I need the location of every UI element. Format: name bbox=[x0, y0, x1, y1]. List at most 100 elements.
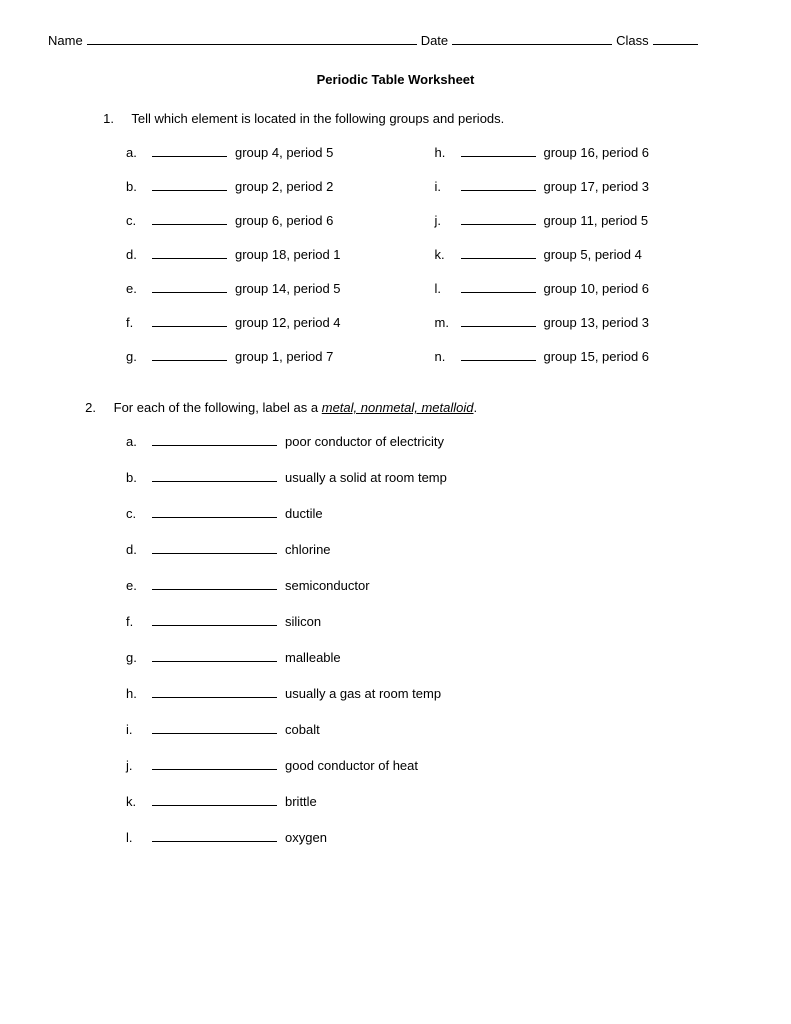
item-text: silicon bbox=[285, 614, 321, 629]
answer-blank[interactable] bbox=[461, 144, 536, 157]
item-text: group 10, period 6 bbox=[544, 281, 650, 296]
answer-blank[interactable] bbox=[152, 314, 227, 327]
q1-columns: a.group 4, period 5 b.group 2, period 2 … bbox=[48, 144, 743, 382]
answer-blank[interactable] bbox=[152, 469, 277, 482]
answer-blank[interactable] bbox=[152, 829, 277, 842]
q1-item-f: f. group 12, period 4 bbox=[126, 314, 435, 330]
q2-prompt-suffix: . bbox=[474, 400, 478, 415]
item-text: good conductor of heat bbox=[285, 758, 418, 773]
q2-item-c: c. ductile bbox=[126, 505, 743, 521]
answer-blank[interactable] bbox=[152, 721, 277, 734]
class-blank[interactable] bbox=[653, 32, 698, 45]
q1-item-d: d.group 18, period 1 bbox=[126, 246, 435, 262]
answer-blank[interactable] bbox=[152, 685, 277, 698]
answer-blank[interactable] bbox=[152, 577, 277, 590]
item-text: group 13, period 3 bbox=[544, 315, 650, 330]
q2-items: a.poor conductor of electricity b. usuall… bbox=[48, 433, 743, 845]
q1-right-col: h.group 16, period 6 i.group 17, period … bbox=[435, 144, 744, 382]
question-1: 1. Tell which element is located in the … bbox=[48, 111, 743, 382]
item-text: group 12, period 4 bbox=[235, 315, 341, 330]
item-letter: c. bbox=[126, 506, 144, 521]
item-letter: n. bbox=[435, 349, 453, 364]
q1-item-j: j.group 11, period 5 bbox=[435, 212, 744, 228]
answer-blank[interactable] bbox=[461, 246, 536, 259]
q1-item-a: a. group 4, period 5 bbox=[126, 144, 435, 160]
q2-item-l: l. oxygen bbox=[126, 829, 743, 845]
item-letter: c. bbox=[126, 213, 144, 228]
name-blank[interactable] bbox=[87, 32, 417, 45]
item-text: malleable bbox=[285, 650, 341, 665]
q2-prompt-emphasis: metal, nonmetal, metalloid bbox=[322, 400, 474, 415]
answer-blank[interactable] bbox=[152, 433, 277, 446]
answer-blank[interactable] bbox=[152, 793, 277, 806]
answer-blank[interactable] bbox=[461, 280, 536, 293]
item-letter: b. bbox=[126, 179, 144, 194]
question-2: 2. For each of the following, label as a… bbox=[48, 400, 743, 845]
q1-item-i: i.group 17, period 3 bbox=[435, 178, 744, 194]
item-text: usually a gas at room temp bbox=[285, 686, 441, 701]
item-text: group 4, period 5 bbox=[235, 145, 333, 160]
q1-item-e: e.group 14, period 5 bbox=[126, 280, 435, 296]
item-letter: g. bbox=[126, 650, 144, 665]
item-letter: i. bbox=[435, 179, 453, 194]
item-letter: f. bbox=[126, 315, 144, 330]
answer-blank[interactable] bbox=[461, 178, 536, 191]
item-letter: m. bbox=[435, 315, 453, 330]
item-letter: e. bbox=[126, 578, 144, 593]
item-letter: l. bbox=[126, 830, 144, 845]
answer-blank[interactable] bbox=[152, 649, 277, 662]
answer-blank[interactable] bbox=[152, 348, 227, 361]
q1-item-k: k. group 5, period 4 bbox=[435, 246, 744, 262]
q2-prompt-row: 2. For each of the following, label as a… bbox=[48, 400, 743, 415]
q2-item-k: k.brittle bbox=[126, 793, 743, 809]
class-label: Class bbox=[616, 33, 649, 48]
item-text: group 11, period 5 bbox=[544, 213, 649, 228]
answer-blank[interactable] bbox=[461, 212, 536, 225]
item-text: usually a solid at room temp bbox=[285, 470, 447, 485]
item-text: semiconductor bbox=[285, 578, 370, 593]
item-letter: b. bbox=[126, 470, 144, 485]
q1-item-c: c.group 6, period 6 bbox=[126, 212, 435, 228]
answer-blank[interactable] bbox=[461, 314, 536, 327]
q2-number: 2. bbox=[70, 400, 96, 415]
q2-item-f: f.silicon bbox=[126, 613, 743, 629]
item-letter: i. bbox=[126, 722, 144, 737]
answer-blank[interactable] bbox=[152, 757, 277, 770]
q2-item-e: e. semiconductor bbox=[126, 577, 743, 593]
answer-blank[interactable] bbox=[461, 348, 536, 361]
header-line: Name Date Class bbox=[48, 32, 743, 48]
item-text: group 5, period 4 bbox=[544, 247, 642, 262]
answer-blank[interactable] bbox=[152, 144, 227, 157]
q2-item-h: h. usually a gas at room temp bbox=[126, 685, 743, 701]
item-text: group 18, period 1 bbox=[235, 247, 341, 262]
q1-item-l: l.group 10, period 6 bbox=[435, 280, 744, 296]
answer-blank[interactable] bbox=[152, 246, 227, 259]
answer-blank[interactable] bbox=[152, 212, 227, 225]
item-text: ductile bbox=[285, 506, 323, 521]
item-letter: k. bbox=[126, 794, 144, 809]
item-letter: a. bbox=[126, 145, 144, 160]
q1-item-b: b. group 2, period 2 bbox=[126, 178, 435, 194]
item-text: group 2, period 2 bbox=[235, 179, 333, 194]
answer-blank[interactable] bbox=[152, 541, 277, 554]
answer-blank[interactable] bbox=[152, 178, 227, 191]
item-letter: k. bbox=[435, 247, 453, 262]
q2-item-a: a.poor conductor of electricity bbox=[126, 433, 743, 449]
item-letter: h. bbox=[435, 145, 453, 160]
q2-item-g: g. malleable bbox=[126, 649, 743, 665]
answer-blank[interactable] bbox=[152, 505, 277, 518]
answer-blank[interactable] bbox=[152, 613, 277, 626]
q1-prompt-row: 1. Tell which element is located in the … bbox=[48, 111, 743, 126]
date-label: Date bbox=[421, 33, 448, 48]
answer-blank[interactable] bbox=[152, 280, 227, 293]
q2-item-i: i. cobalt bbox=[126, 721, 743, 737]
date-blank[interactable] bbox=[452, 32, 612, 45]
item-text: oxygen bbox=[285, 830, 327, 845]
q2-item-b: b. usually a solid at room temp bbox=[126, 469, 743, 485]
item-text: cobalt bbox=[285, 722, 320, 737]
item-text: group 14, period 5 bbox=[235, 281, 341, 296]
q1-item-h: h.group 16, period 6 bbox=[435, 144, 744, 160]
q2-prompt-prefix: For each of the following, label as a bbox=[114, 400, 322, 415]
q1-item-m: m. group 13, period 3 bbox=[435, 314, 744, 330]
item-letter: h. bbox=[126, 686, 144, 701]
